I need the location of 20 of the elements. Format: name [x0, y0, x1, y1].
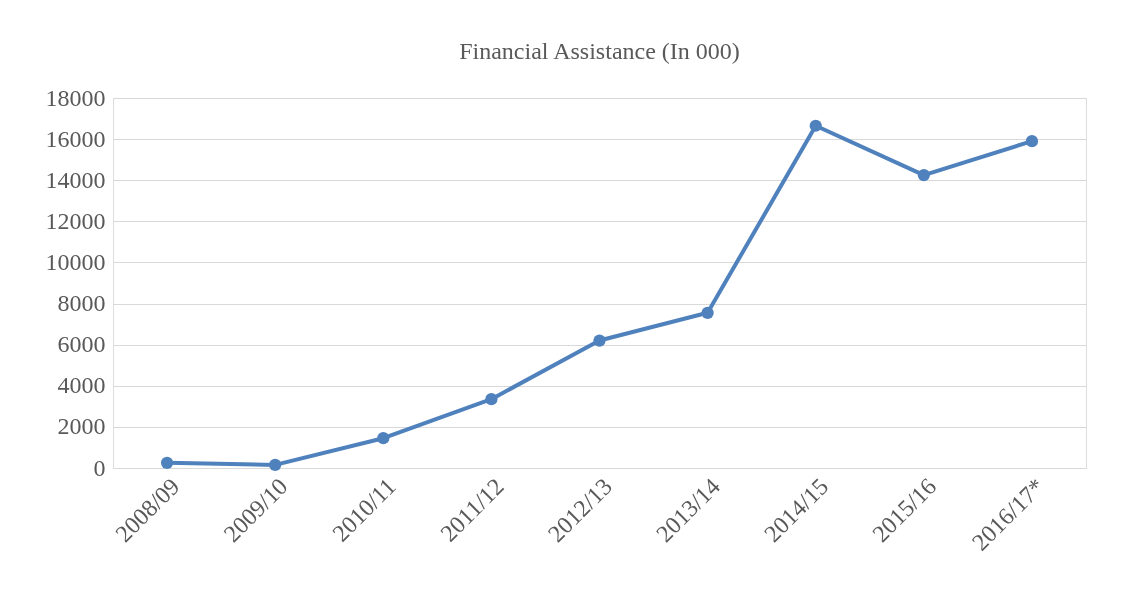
y-tick-label: 6000: [57, 331, 106, 358]
y-tick-label: 16000: [45, 125, 106, 152]
point: [485, 393, 498, 406]
point: [269, 458, 282, 472]
point: [809, 119, 822, 132]
point: [917, 168, 930, 182]
point: [593, 334, 606, 347]
y-tick-label: 0: [93, 454, 106, 481]
y-tick-label: 12000: [45, 207, 106, 234]
y-tick-label: 4000: [57, 372, 106, 399]
point: [701, 306, 714, 319]
chart-title: Financial Assistance (In 000): [459, 38, 740, 64]
point: [377, 432, 390, 445]
y-tick-label: 10000: [45, 248, 106, 275]
y-tick-label: 8000: [57, 290, 106, 317]
point: [1025, 135, 1039, 148]
y-tick-label: 18000: [45, 84, 106, 111]
y-tick-label: 2000: [57, 413, 106, 440]
y-tick-label: 14000: [45, 166, 106, 193]
point: [160, 456, 174, 469]
